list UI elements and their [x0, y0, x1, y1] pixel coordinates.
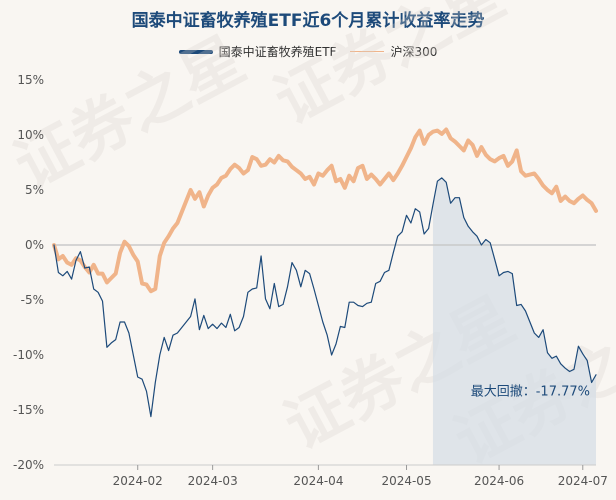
series-line-etf: [53, 177, 597, 418]
y-tick-label: -20%: [13, 458, 44, 472]
series-line-hs300: [52, 127, 598, 294]
legend-item-etf[interactable]: 国泰中证畜牧养殖ETF: [178, 43, 337, 60]
y-tick-label: 0%: [25, 238, 44, 252]
y-tick-label: 15%: [17, 73, 44, 87]
legend-swatch-hs300: [350, 50, 385, 53]
legend-swatch-etf: [178, 49, 213, 54]
y-tick-label: 5%: [25, 183, 44, 197]
x-tick-label: 2024-02: [113, 474, 163, 488]
legend-item-hs300[interactable]: 沪深300: [350, 43, 437, 60]
x-tick-label: 2024-06: [474, 474, 524, 488]
watermark-text: 证券之星: [3, 22, 256, 203]
drawdown-area: [432, 177, 596, 465]
y-tick-label: -5%: [21, 293, 44, 307]
y-tick-label: -10%: [13, 348, 44, 362]
x-tick-label: 2024-07: [558, 474, 608, 488]
x-tick-label: 2024-03: [188, 474, 238, 488]
legend-label-hs300: 沪深300: [390, 45, 438, 59]
legend-label-etf: 国泰中证畜牧养殖ETF: [218, 45, 337, 59]
x-tick-label: 2024-04: [293, 474, 343, 488]
chart-title: 国泰中证畜牧养殖ETF近6个月累计收益率走势: [131, 11, 485, 31]
x-tick-label: 2024-05: [381, 474, 431, 488]
watermark-text: 证券之星: [263, 0, 516, 138]
y-tick-label: -15%: [13, 403, 44, 417]
y-tick-label: 10%: [17, 128, 44, 142]
chart-legend: 国泰中证畜牧养殖ETF 沪深300: [0, 43, 616, 60]
drawdown-label: 最大回撤：-17.77%: [471, 384, 590, 400]
